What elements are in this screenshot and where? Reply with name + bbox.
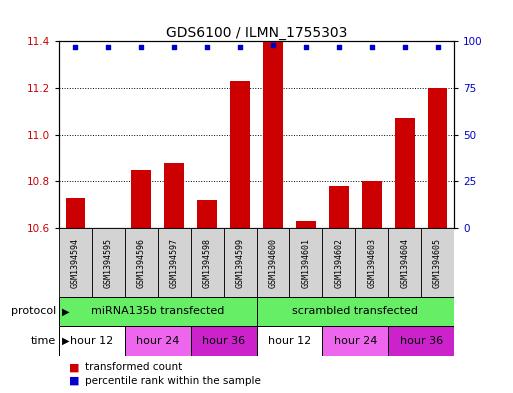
Point <box>433 44 442 50</box>
Text: GSM1394601: GSM1394601 <box>301 238 310 288</box>
Text: hour 36: hour 36 <box>400 336 443 346</box>
Text: GSM1394602: GSM1394602 <box>334 238 343 288</box>
Title: GDS6100 / ILMN_1755303: GDS6100 / ILMN_1755303 <box>166 26 347 40</box>
Text: GSM1394599: GSM1394599 <box>235 238 245 288</box>
Text: GSM1394600: GSM1394600 <box>268 238 278 288</box>
Bar <box>394 118 415 228</box>
Text: GSM1394604: GSM1394604 <box>400 238 409 288</box>
Point <box>170 44 179 50</box>
Bar <box>388 228 421 297</box>
Point <box>203 44 211 50</box>
Text: ■: ■ <box>69 376 80 386</box>
Point <box>71 44 80 50</box>
Bar <box>421 228 454 297</box>
Text: ▶: ▶ <box>62 336 69 346</box>
Bar <box>322 326 388 356</box>
Point <box>302 44 310 50</box>
Text: GSM1394595: GSM1394595 <box>104 238 113 288</box>
Point <box>236 44 244 50</box>
Bar <box>428 88 447 228</box>
Text: GSM1394597: GSM1394597 <box>170 238 179 288</box>
Bar <box>362 181 382 228</box>
Bar <box>197 200 217 228</box>
Bar <box>191 228 224 297</box>
Bar <box>322 228 355 297</box>
Point <box>334 44 343 50</box>
Bar <box>131 170 151 228</box>
Bar <box>59 228 92 297</box>
Bar <box>263 41 283 228</box>
Bar <box>224 228 256 297</box>
Bar <box>230 81 250 228</box>
Point <box>269 42 277 48</box>
Point <box>368 44 376 50</box>
Text: hour 12: hour 12 <box>70 336 113 346</box>
Bar <box>388 326 454 356</box>
Point <box>137 44 145 50</box>
Bar <box>66 198 85 228</box>
Text: hour 24: hour 24 <box>136 336 180 346</box>
Bar <box>59 326 125 356</box>
Text: transformed count: transformed count <box>85 362 182 372</box>
Text: time: time <box>31 336 56 346</box>
Text: GSM1394598: GSM1394598 <box>203 238 212 288</box>
Text: protocol: protocol <box>11 307 56 316</box>
Bar <box>256 297 454 326</box>
Text: GSM1394594: GSM1394594 <box>71 238 80 288</box>
Text: hour 12: hour 12 <box>268 336 311 346</box>
Bar <box>329 186 349 228</box>
Bar <box>256 228 289 297</box>
Text: ■: ■ <box>69 362 80 372</box>
Bar <box>296 221 315 228</box>
Bar <box>355 228 388 297</box>
Point <box>401 44 409 50</box>
Bar <box>256 326 322 356</box>
Text: GSM1394605: GSM1394605 <box>433 238 442 288</box>
Bar <box>92 228 125 297</box>
Bar <box>191 326 256 356</box>
Text: GSM1394603: GSM1394603 <box>367 238 376 288</box>
Bar <box>59 297 256 326</box>
Text: hour 24: hour 24 <box>333 336 377 346</box>
Text: GSM1394596: GSM1394596 <box>137 238 146 288</box>
Bar <box>289 228 322 297</box>
Text: ▶: ▶ <box>62 307 69 316</box>
Text: hour 36: hour 36 <box>202 336 245 346</box>
Text: percentile rank within the sample: percentile rank within the sample <box>85 376 261 386</box>
Bar <box>158 228 191 297</box>
Text: miRNA135b transfected: miRNA135b transfected <box>91 307 224 316</box>
Text: scrambled transfected: scrambled transfected <box>292 307 418 316</box>
Point <box>104 44 112 50</box>
Bar <box>164 163 184 228</box>
Bar <box>125 326 191 356</box>
Bar <box>125 228 158 297</box>
